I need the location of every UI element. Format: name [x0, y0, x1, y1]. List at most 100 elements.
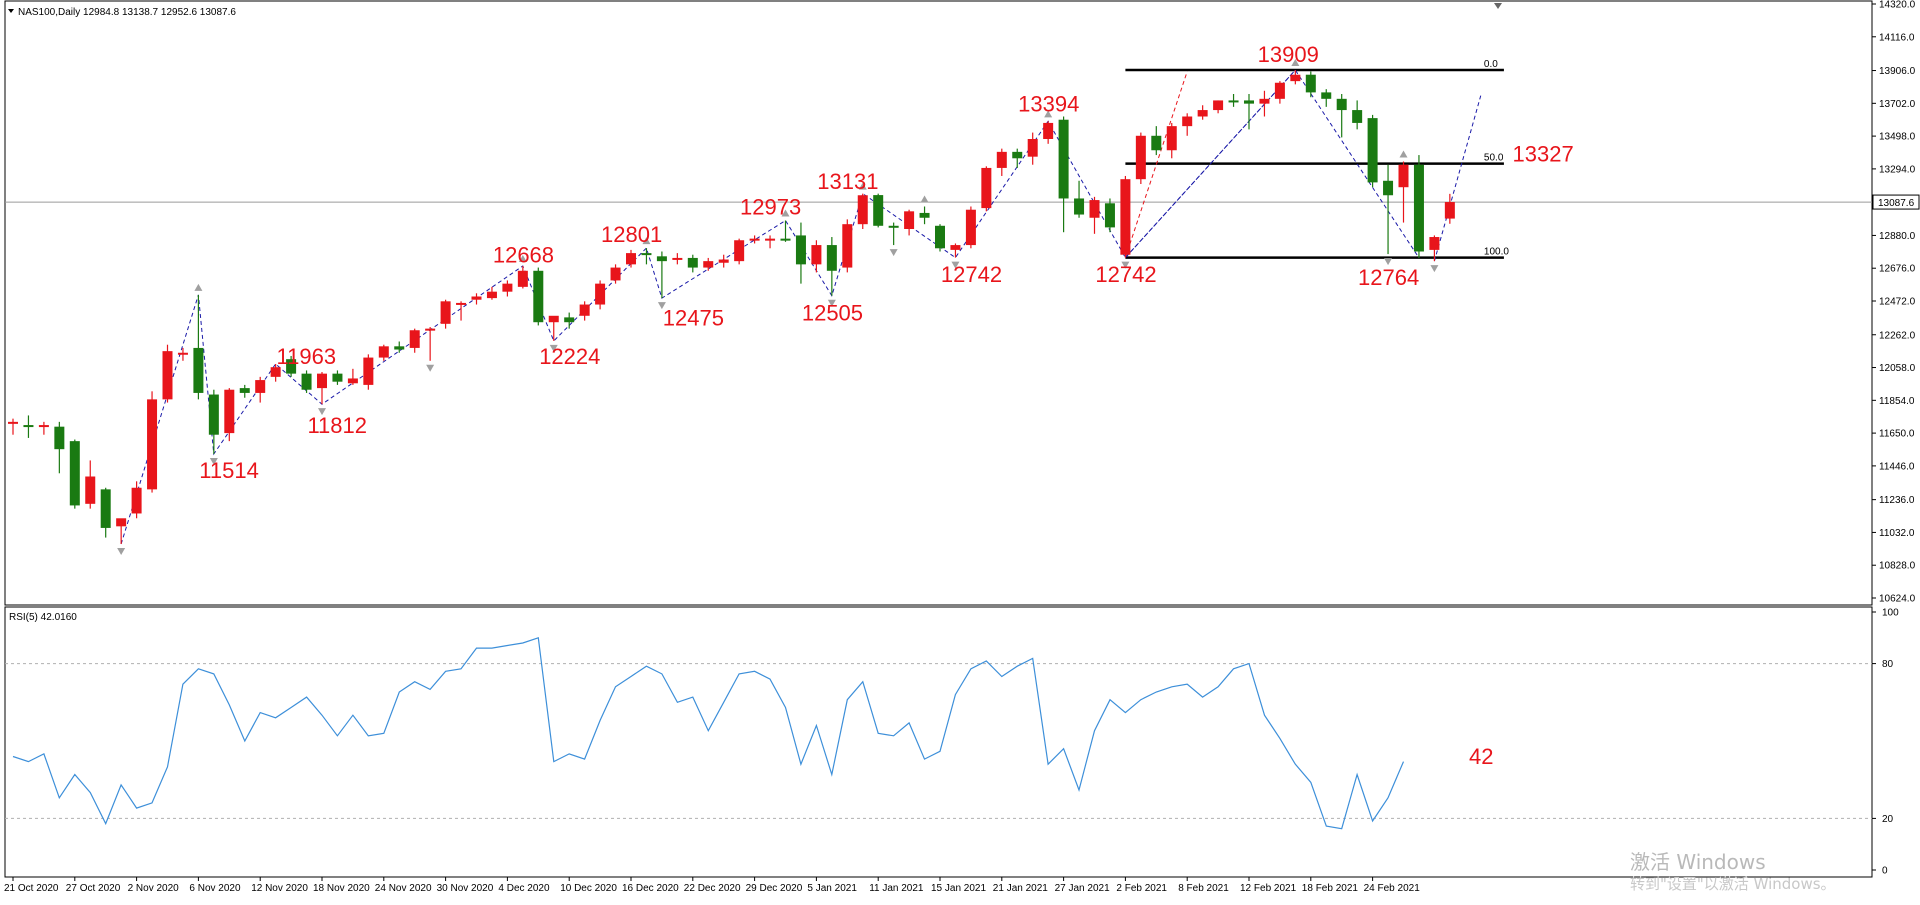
candle-body: [394, 346, 405, 350]
candle-body: [1197, 110, 1208, 117]
candle-body: [703, 261, 714, 268]
price-annotation: 11812: [307, 413, 367, 438]
date-axis-label: 21 Oct 2020: [4, 883, 59, 894]
price-annotation: 13909: [1258, 42, 1319, 67]
main-chart-panel[interactable]: [4, 0, 1873, 606]
price-axis-label: 12676.0: [1879, 264, 1916, 275]
scroll-indicator-icon[interactable]: [1494, 3, 1502, 9]
price-annotation: 12764: [1358, 265, 1419, 290]
candle-body: [533, 270, 544, 323]
date-axis-label: 27 Oct 2020: [66, 883, 121, 894]
date-axis-label: 8 Feb 2021: [1178, 883, 1229, 894]
price-annotation: 12742: [941, 262, 1002, 287]
candle-body: [425, 328, 436, 331]
swing-low-marker-icon: [549, 344, 558, 352]
candle-body: [1367, 118, 1378, 183]
price-axis-label: 13498.0: [1879, 132, 1916, 143]
rsi-line: [12, 636, 1405, 830]
candle-body: [38, 425, 49, 428]
price-axis-label: 14320.0: [1879, 0, 1916, 11]
price-annotation: 13131: [817, 169, 878, 194]
swing-high-marker-icon: [858, 182, 867, 190]
candle-body: [100, 489, 111, 528]
price-axis-label: 13906.0: [1879, 66, 1916, 77]
candle-body: [224, 389, 235, 434]
swing-high-marker-icon: [1044, 110, 1053, 118]
rsi-panel[interactable]: [4, 606, 1873, 878]
candle-body: [1104, 203, 1115, 228]
candle-body: [54, 426, 65, 450]
candle-body: [23, 425, 34, 428]
fibonacci-layer[interactable]: 0.0 50.0 100.0: [1125, 59, 1509, 259]
candle-body: [8, 421, 18, 424]
candle-body: [1135, 135, 1146, 180]
swing-markers-layer: [117, 59, 1439, 555]
candle-body: [486, 291, 497, 299]
candle-body: [409, 330, 420, 348]
price-axis-label: 11446.0: [1879, 461, 1915, 472]
date-axis-label: 18 Feb 2021: [1302, 883, 1359, 894]
candle-body: [656, 256, 667, 262]
date-axis-label: 2 Nov 2020: [128, 883, 180, 894]
swing-low-marker-icon: [426, 364, 435, 372]
candle-body: [317, 373, 327, 389]
candle-body: [502, 283, 513, 292]
candle-body: [935, 225, 945, 249]
rsi-layer: [12, 636, 1405, 830]
candle-body: [363, 357, 374, 385]
candle-body: [873, 195, 884, 226]
candle-body: [1444, 202, 1455, 219]
candle-body: [687, 257, 698, 268]
swing-high-marker-icon: [1399, 150, 1408, 158]
price-axis-label: 14116.0: [1879, 32, 1915, 43]
rsi-axis-label: 80: [1882, 659, 1894, 670]
current-price-badge: [1872, 194, 1920, 210]
header-dropdown-icon[interactable]: [8, 9, 14, 13]
candles-layer: [8, 70, 1455, 544]
candle-body: [332, 373, 343, 382]
candle-body: [131, 487, 142, 514]
swing-low-marker-icon: [1121, 261, 1130, 269]
rsi-annotation: 42: [1469, 744, 1493, 769]
price-annotation: 12973: [740, 195, 801, 220]
fib-level-label: 50.0: [1484, 153, 1504, 164]
candle-body: [811, 245, 822, 265]
date-axis-label: 15 Jan 2021: [931, 883, 986, 894]
candle-body: [1228, 100, 1239, 103]
current-price-label: 13087.6: [1878, 198, 1915, 209]
candle-body: [965, 209, 976, 246]
date-axis-label: 11 Jan 2021: [869, 883, 924, 894]
candle-body: [517, 270, 528, 287]
candle-body: [239, 388, 250, 393]
candle-body: [1383, 180, 1394, 196]
candle-body: [641, 253, 652, 256]
rsi-axis-label: 100: [1882, 608, 1899, 619]
candle-body: [378, 346, 389, 358]
candle-body: [1336, 98, 1347, 111]
date-axis-label: 16 Dec 2020: [622, 883, 679, 894]
price-annotation: 13327: [1513, 141, 1574, 166]
candle-body: [579, 304, 590, 316]
price-annotation: 11514: [199, 458, 259, 483]
candle-body: [255, 380, 266, 393]
price-axis-label: 12472.0: [1879, 297, 1916, 308]
rsi-header: RSI(5) 42.0160: [9, 612, 77, 623]
candle-body: [177, 352, 188, 355]
price-annotation: 12801: [601, 222, 662, 247]
fib-level-label: 100.0: [1484, 247, 1509, 258]
price-axis-label: 12880.0: [1879, 231, 1916, 242]
windows-activation-hint: 转到"设置"以激活 Windows。: [1630, 875, 1836, 893]
candle-body: [888, 225, 899, 228]
candle-body: [564, 317, 575, 323]
chart-grid-layer: [5, 201, 1872, 819]
price-axis-label: 11032.0: [1879, 528, 1915, 539]
swing-low-marker-icon: [951, 261, 960, 269]
date-axis-label: 10 Dec 2020: [560, 883, 617, 894]
candle-body: [950, 245, 961, 250]
candle-body: [147, 399, 158, 490]
price-axis-label: 12058.0: [1879, 363, 1916, 374]
candle-body: [1166, 126, 1177, 151]
swing-high-marker-icon: [642, 237, 651, 245]
